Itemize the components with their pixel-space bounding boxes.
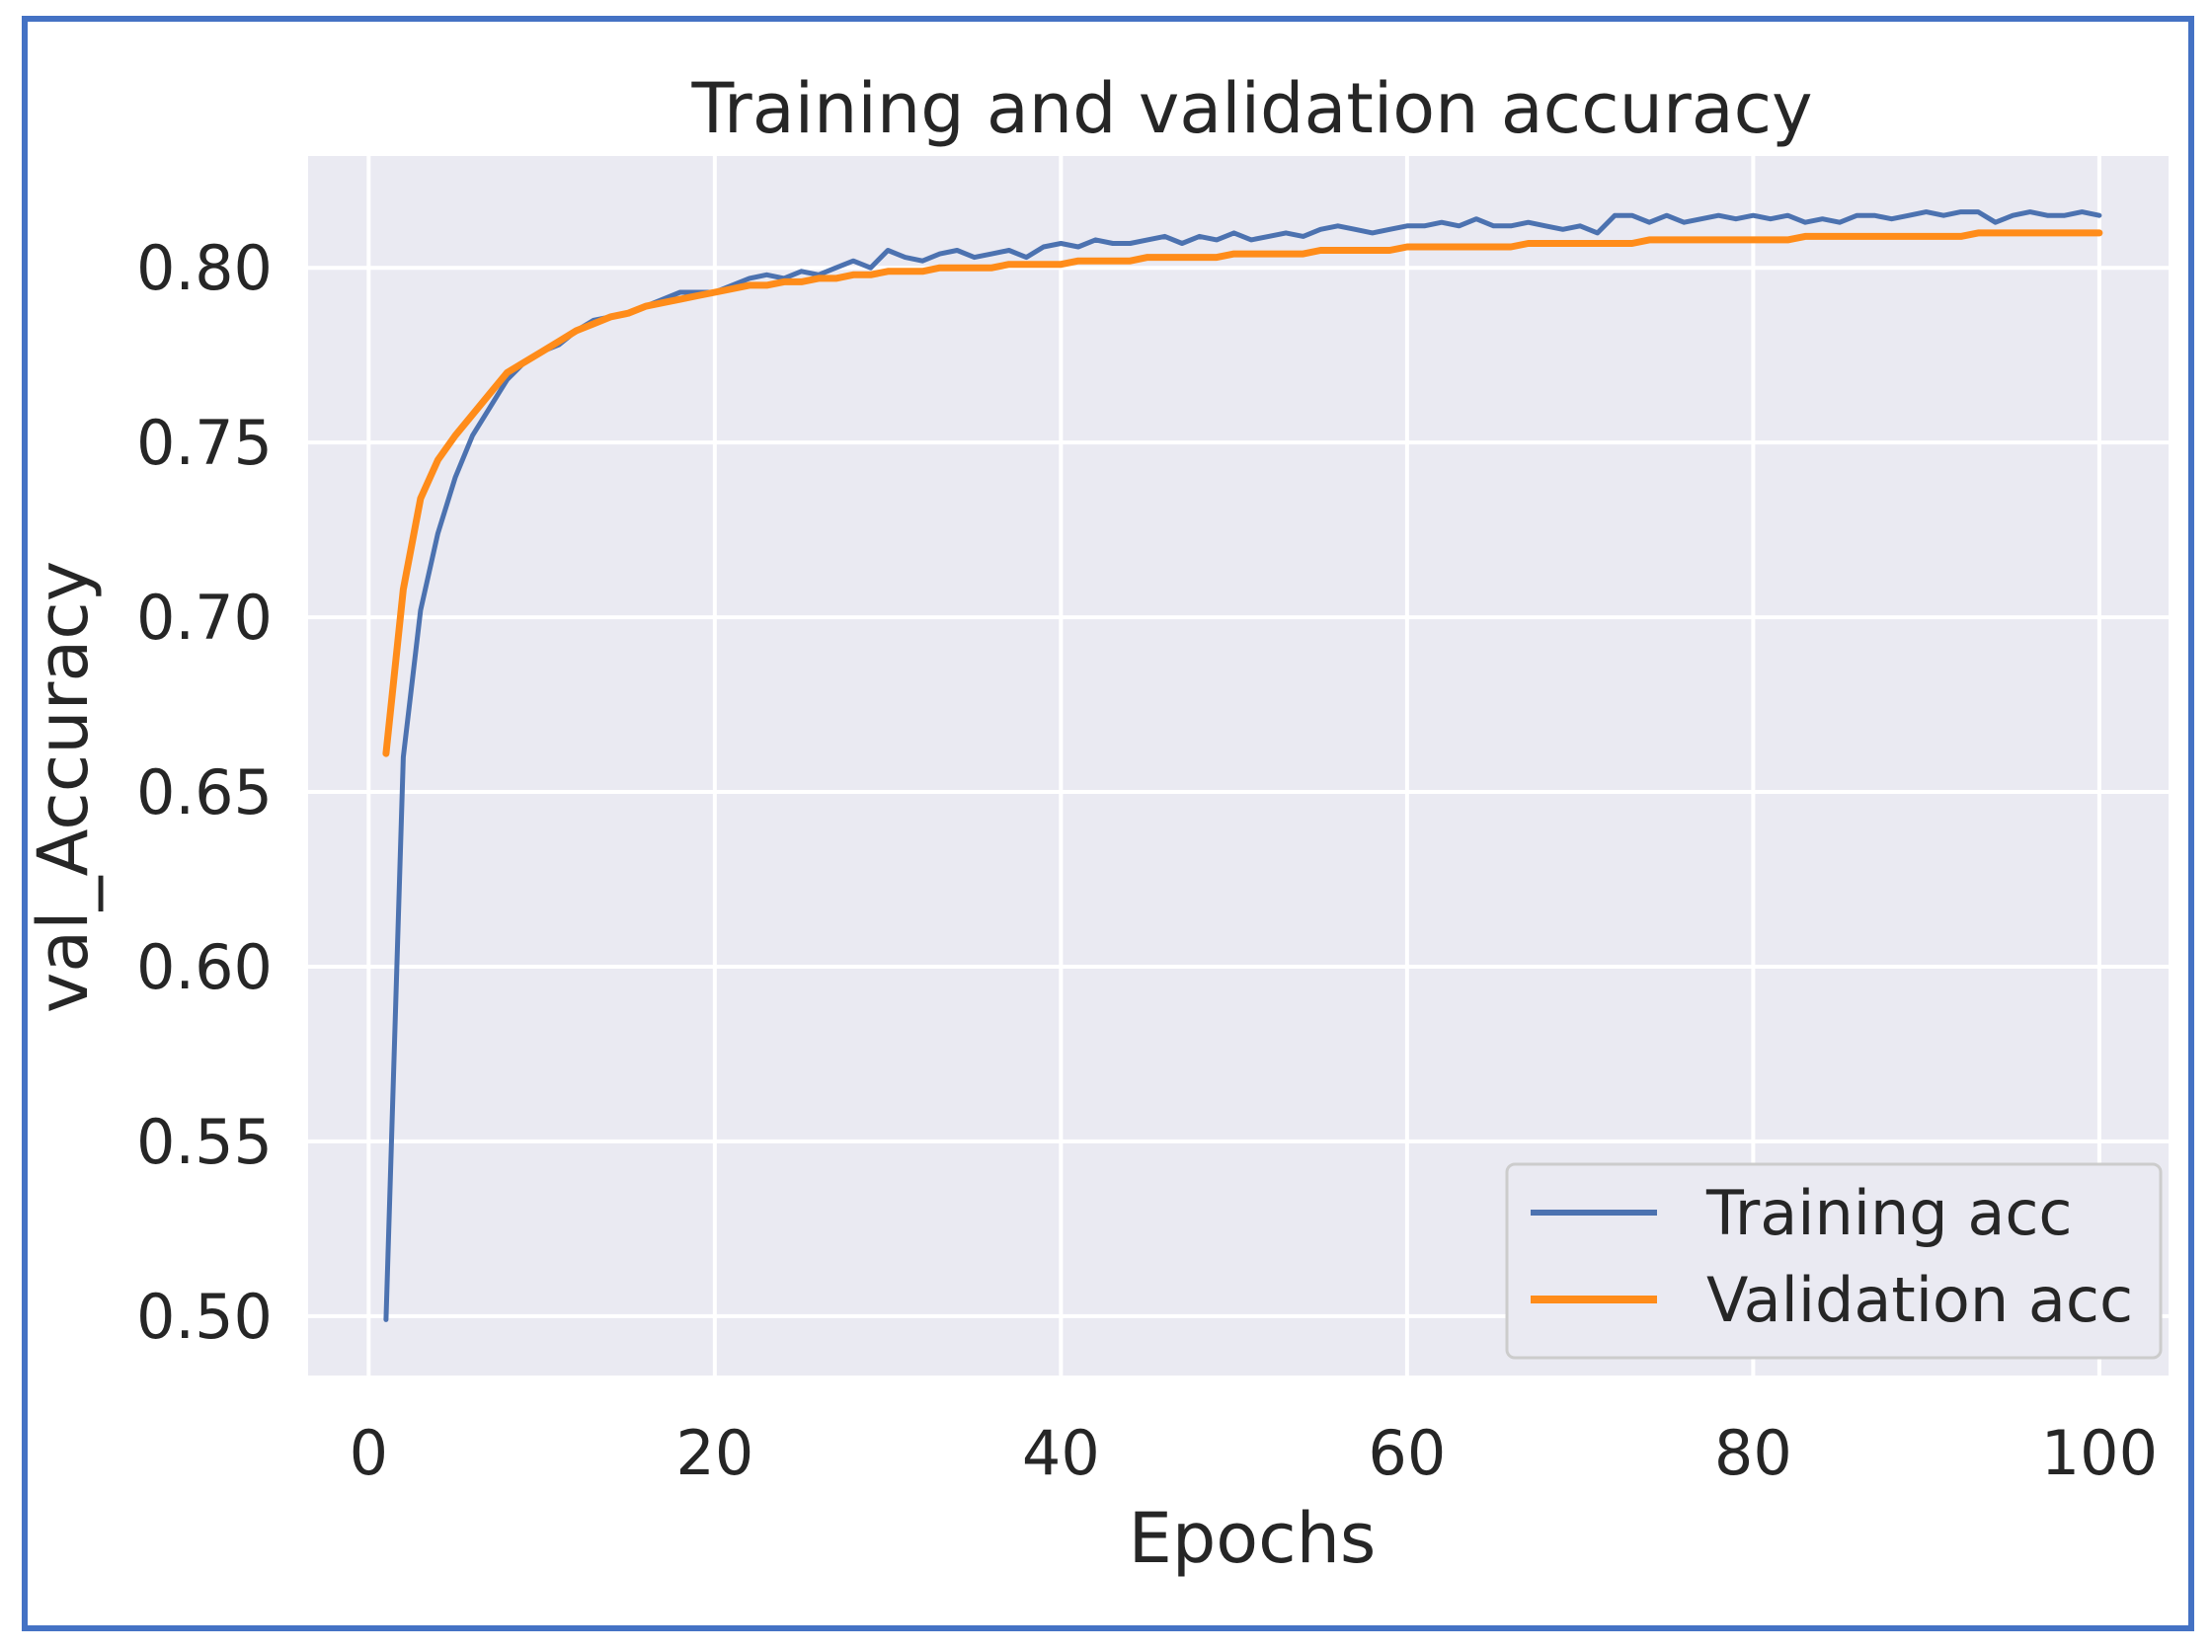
legend: Training acc Validation acc: [1505, 1162, 2163, 1360]
x-tick-label: 40: [1022, 1417, 1100, 1489]
legend-box: [1505, 1162, 2163, 1360]
x-tick-label: 80: [1714, 1417, 1792, 1489]
y-tick-label: 0.70: [136, 582, 273, 654]
legend-label-training: Training acc: [1705, 1177, 2073, 1249]
y-tick-label: 0.55: [136, 1106, 273, 1178]
x-tick-label: 60: [1368, 1417, 1446, 1489]
accuracy-chart: Training and validation accuracy 0 20 40 60…: [28, 68, 2169, 1579]
y-tick-labels: 0.50 0.55 0.60 0.65 0.70 0.75 0.80: [136, 232, 273, 1353]
x-tick-label: 100: [2041, 1417, 2158, 1489]
grid-lines: [308, 156, 2169, 1376]
x-tick-labels: 0 20 40 60 80 100: [350, 1417, 2158, 1489]
series-line-training-acc: [383, 209, 2102, 1322]
y-tick-label: 0.60: [136, 931, 273, 1003]
figure-frame: Training and validation accuracy 0 20 40 60…: [22, 16, 2194, 1631]
chart-title: Training and validation accuracy: [690, 68, 1812, 149]
x-axis-title: Epochs: [1129, 1498, 1377, 1579]
x-tick-label: 20: [675, 1417, 753, 1489]
y-tick-label: 0.50: [136, 1281, 273, 1353]
x-tick-label: 0: [350, 1417, 388, 1489]
y-tick-label: 0.80: [136, 232, 273, 304]
series-line-validation-acc: [382, 229, 2103, 757]
series-lines: [382, 209, 2103, 1322]
y-tick-label: 0.65: [136, 756, 273, 828]
legend-label-validation: Validation acc: [1706, 1264, 2133, 1336]
y-tick-label: 0.75: [136, 407, 273, 479]
y-axis-title: val_Accuracy: [28, 561, 104, 1013]
